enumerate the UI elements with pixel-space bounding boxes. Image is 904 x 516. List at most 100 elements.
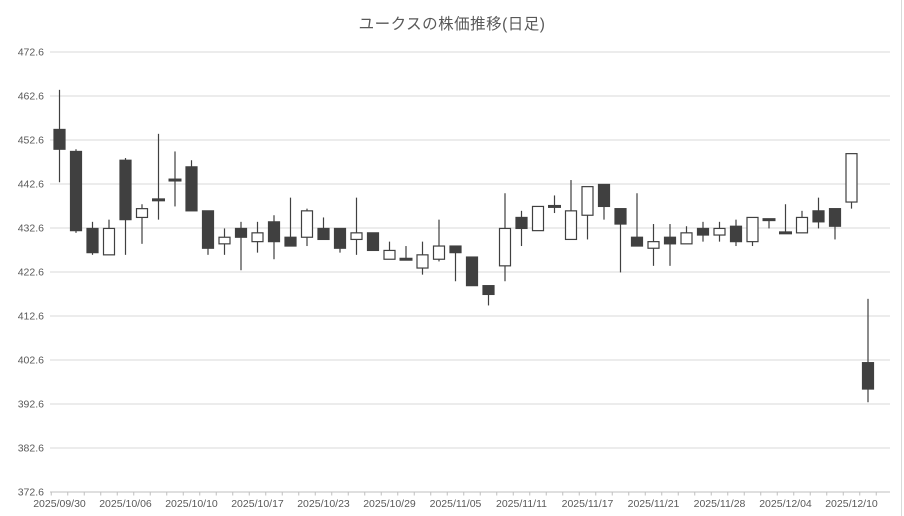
candle-body-up [350,232,363,241]
candle-body-down [53,128,66,150]
x-axis-label: 2025/10/06 [99,498,152,510]
candle-body-down [185,166,198,212]
candlestick [828,208,842,240]
candlestick [218,228,231,255]
candle-body-up [845,153,858,203]
x-axis-label: 2025/11/17 [562,498,614,510]
x-axis-label: 2025/11/11 [496,498,547,510]
candle-body-doji [152,198,165,202]
y-axis-label: 432.6 [18,223,44,235]
candlestick [746,216,759,247]
candlestick [366,232,380,252]
y-axis-label: 382.6 [18,443,44,455]
x-axis-label: 2025/10/17 [231,498,284,510]
y-axis-label: 442.6 [18,179,44,191]
candle-body-doji [548,204,561,208]
candle-body-up [795,216,809,234]
candlestick [680,226,693,245]
candlestick [729,219,743,247]
candlestick [812,197,825,229]
candlestick [416,241,429,275]
candle-body-up [432,245,446,260]
candle-body-down [812,210,825,223]
candlestick [482,285,495,306]
candle-body-down [729,225,743,243]
candlestick [383,241,396,260]
candlestick [350,197,363,255]
candle-body-down [828,208,842,227]
candlestick [201,210,215,255]
x-axis-label: 2025/10/10 [165,498,218,510]
candlestick [713,221,726,242]
candlestick [762,218,776,229]
candle-body-up [581,186,594,216]
candle-body-doji [399,257,413,261]
candlestick [630,193,644,247]
candlestick [399,246,413,261]
candle-body-down [86,227,99,254]
y-axis-label: 422.6 [18,267,44,279]
candlestick [663,224,677,266]
candlestick [548,195,561,214]
candlestick [317,217,330,241]
candle-body-down [597,183,611,208]
candlestick [845,153,858,209]
candlestick [696,221,710,242]
candlestick [515,210,528,247]
y-axis-label: 402.6 [18,355,44,367]
candlestick [267,215,281,260]
x-axis-label: 2025/12/10 [825,498,878,510]
candlestick [135,204,149,244]
candle-body-doji [168,178,182,182]
x-axis-label: 2025/11/05 [430,498,482,510]
candle-body-down [201,210,215,249]
candle-body-doji [762,218,776,222]
candlestick [432,219,446,262]
candlestick [234,221,248,271]
candle-body-down [317,227,330,241]
candle-body-down [861,362,875,390]
candlestick [102,219,116,256]
candle-body-up [498,227,512,267]
candlestick [564,180,578,241]
candlestick [779,204,792,235]
candlestick [168,151,182,207]
candle-body-down [267,221,281,243]
x-axis-label: 2025/11/21 [628,498,680,510]
y-axis-label: 392.6 [18,399,44,411]
candlestick [861,298,875,403]
y-axis-label: 452.6 [18,135,44,147]
candle-body-up [135,208,149,219]
candle-body-down [69,150,83,232]
x-axis-label: 2025/10/29 [363,498,416,510]
candlestick [581,186,594,240]
candle-body-doji [779,231,792,235]
candle-body-up [564,210,578,241]
chart-title: ユークスの株価推移(日足) [358,16,546,33]
y-axis-label: 462.6 [18,91,44,103]
x-axis-label: 2025/09/30 [33,498,86,510]
candle-body-down [515,216,528,230]
x-axis-label: 2025/12/04 [759,498,812,510]
y-axis-label: 412.6 [18,311,44,323]
candlestick [795,210,809,234]
candlestick [498,193,512,282]
candlestick [69,149,83,233]
candlestick [284,197,297,247]
candle-body-down [284,236,297,247]
candlestick [449,245,462,282]
candlestick [647,224,660,266]
candlestick [119,158,132,255]
candle-body-down [234,227,248,238]
candle-body-up [383,249,396,260]
candle-body-down [614,208,627,225]
candle-body-down [696,227,710,236]
candle-body-down [663,236,677,245]
candlestick [185,160,198,212]
candle-body-down [366,232,380,252]
candle-body-up [746,216,759,243]
candlestick [597,183,611,220]
candle-body-down [333,227,347,249]
